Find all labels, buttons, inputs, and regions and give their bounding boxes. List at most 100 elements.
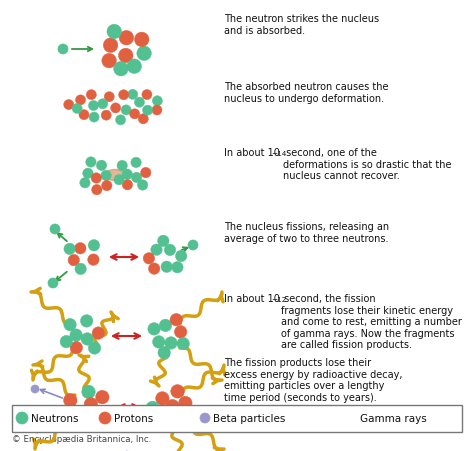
Circle shape bbox=[118, 91, 128, 101]
Circle shape bbox=[64, 319, 76, 331]
Text: −12: −12 bbox=[271, 296, 286, 302]
Circle shape bbox=[155, 392, 169, 405]
Circle shape bbox=[137, 180, 148, 191]
Circle shape bbox=[131, 173, 142, 183]
Circle shape bbox=[152, 97, 163, 106]
Text: −14: −14 bbox=[271, 151, 286, 156]
Circle shape bbox=[179, 409, 192, 423]
Circle shape bbox=[73, 407, 86, 421]
Circle shape bbox=[92, 327, 105, 340]
Circle shape bbox=[175, 251, 187, 262]
Circle shape bbox=[170, 314, 182, 326]
Circle shape bbox=[143, 253, 155, 264]
Circle shape bbox=[148, 263, 160, 275]
Circle shape bbox=[81, 315, 93, 327]
Circle shape bbox=[148, 323, 160, 336]
Text: second, the fission
fragments lose their kinetic energy
and come to rest, emitti: second, the fission fragments lose their… bbox=[281, 293, 462, 350]
Circle shape bbox=[161, 262, 173, 273]
Circle shape bbox=[153, 336, 165, 348]
Circle shape bbox=[31, 385, 39, 393]
Text: Neutrons: Neutrons bbox=[31, 413, 79, 423]
Text: The fission products lose their
excess energy by radioactive decay,
emitting par: The fission products lose their excess e… bbox=[224, 357, 402, 402]
FancyBboxPatch shape bbox=[11, 405, 463, 432]
Text: The absorbed neutron causes the
nucleus to undergo deformation.: The absorbed neutron causes the nucleus … bbox=[224, 82, 389, 103]
Circle shape bbox=[169, 418, 183, 432]
Circle shape bbox=[101, 171, 111, 181]
Text: Gamma rays: Gamma rays bbox=[360, 413, 427, 423]
Circle shape bbox=[60, 336, 73, 348]
Circle shape bbox=[137, 47, 151, 61]
Circle shape bbox=[98, 100, 108, 110]
Circle shape bbox=[141, 168, 151, 179]
Circle shape bbox=[91, 185, 102, 195]
Circle shape bbox=[64, 100, 74, 110]
Circle shape bbox=[159, 319, 172, 332]
Circle shape bbox=[96, 391, 109, 404]
Circle shape bbox=[128, 90, 138, 100]
Text: The neutron strikes the nucleus
and is absorbed.: The neutron strikes the nucleus and is a… bbox=[224, 14, 379, 36]
Circle shape bbox=[158, 347, 171, 359]
Circle shape bbox=[64, 244, 75, 255]
Circle shape bbox=[70, 342, 82, 354]
Text: The nucleus fissions, releasing an
average of two to three neutrons.: The nucleus fissions, releasing an avera… bbox=[224, 221, 389, 243]
Circle shape bbox=[75, 96, 86, 106]
Circle shape bbox=[70, 329, 82, 341]
Circle shape bbox=[114, 62, 128, 77]
Circle shape bbox=[72, 104, 82, 114]
Circle shape bbox=[82, 419, 96, 433]
Circle shape bbox=[104, 92, 114, 102]
Circle shape bbox=[99, 412, 111, 424]
Circle shape bbox=[157, 235, 169, 247]
Circle shape bbox=[135, 98, 145, 108]
Circle shape bbox=[79, 110, 89, 120]
Circle shape bbox=[16, 412, 28, 424]
Circle shape bbox=[74, 243, 86, 254]
Circle shape bbox=[152, 412, 165, 426]
Circle shape bbox=[171, 385, 184, 398]
Circle shape bbox=[96, 161, 107, 171]
Circle shape bbox=[103, 39, 118, 53]
Circle shape bbox=[127, 60, 142, 74]
Circle shape bbox=[151, 244, 162, 256]
Circle shape bbox=[33, 425, 41, 433]
Circle shape bbox=[129, 110, 140, 120]
Circle shape bbox=[94, 410, 108, 423]
Circle shape bbox=[84, 398, 98, 411]
Circle shape bbox=[165, 337, 177, 350]
Circle shape bbox=[116, 115, 126, 126]
Circle shape bbox=[75, 263, 86, 275]
Circle shape bbox=[146, 401, 159, 415]
Circle shape bbox=[122, 170, 132, 180]
Circle shape bbox=[89, 101, 99, 111]
Circle shape bbox=[117, 161, 128, 171]
Circle shape bbox=[172, 262, 183, 273]
Circle shape bbox=[110, 104, 121, 114]
Circle shape bbox=[107, 25, 121, 40]
Circle shape bbox=[68, 255, 80, 266]
Circle shape bbox=[118, 49, 133, 64]
Circle shape bbox=[143, 106, 153, 116]
Circle shape bbox=[214, 421, 222, 429]
Circle shape bbox=[64, 394, 77, 407]
Circle shape bbox=[166, 400, 179, 413]
Text: In about 10: In about 10 bbox=[224, 293, 280, 304]
Circle shape bbox=[174, 326, 187, 338]
Text: In about 10: In about 10 bbox=[224, 147, 280, 158]
Circle shape bbox=[101, 111, 111, 121]
Circle shape bbox=[58, 45, 68, 55]
Circle shape bbox=[122, 180, 133, 190]
Circle shape bbox=[89, 113, 99, 123]
Circle shape bbox=[81, 333, 93, 345]
Circle shape bbox=[131, 158, 141, 168]
Circle shape bbox=[114, 175, 124, 185]
Circle shape bbox=[91, 173, 101, 184]
Circle shape bbox=[86, 157, 96, 168]
Circle shape bbox=[188, 240, 198, 250]
Text: second, one of the
deformations is so drastic that the
nucleus cannot recover.: second, one of the deformations is so dr… bbox=[283, 147, 452, 181]
Circle shape bbox=[142, 90, 152, 101]
Circle shape bbox=[200, 413, 210, 423]
Circle shape bbox=[101, 181, 112, 191]
Circle shape bbox=[135, 33, 149, 47]
Circle shape bbox=[88, 254, 99, 266]
Circle shape bbox=[88, 240, 100, 252]
